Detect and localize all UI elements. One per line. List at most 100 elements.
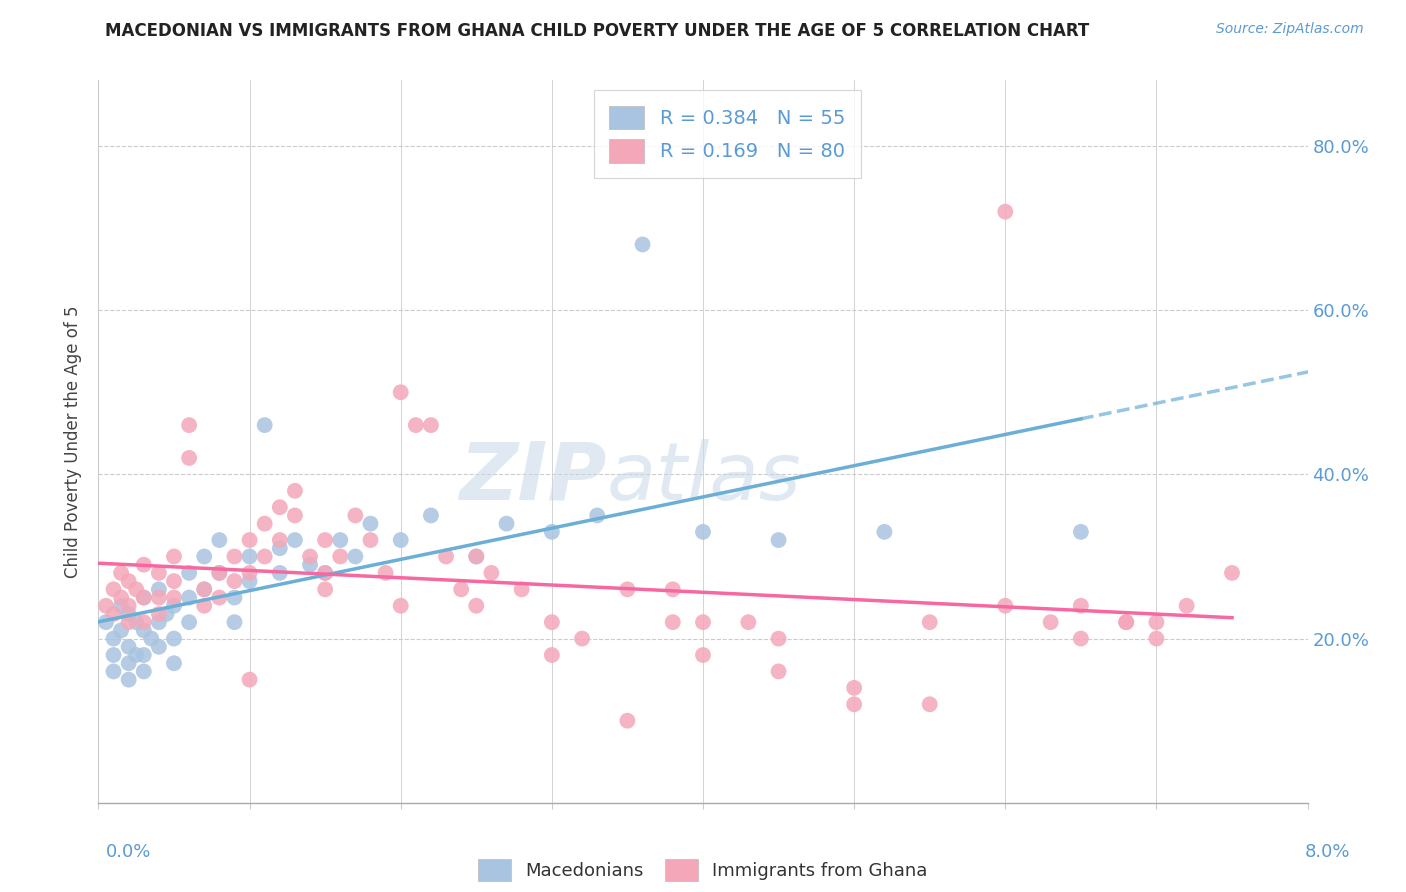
Point: [224, 549, 246, 564]
Point: [692, 648, 714, 662]
Point: [465, 599, 488, 613]
Point: [208, 533, 231, 547]
Point: [94, 615, 117, 630]
Point: [994, 204, 1017, 219]
Point: [163, 591, 186, 605]
Point: [118, 657, 141, 671]
Point: [434, 549, 457, 564]
Legend: Macedonians, Immigrants from Ghana: Macedonians, Immigrants from Ghana: [471, 852, 935, 888]
Point: [737, 615, 759, 630]
Point: [360, 533, 382, 547]
Point: [110, 566, 132, 580]
Point: [420, 418, 443, 433]
Point: [118, 574, 141, 588]
Point: [465, 549, 488, 564]
Point: [269, 541, 291, 556]
Point: [420, 508, 443, 523]
Point: [125, 648, 148, 662]
Point: [239, 549, 262, 564]
Point: [224, 574, 246, 588]
Point: [132, 615, 155, 630]
Point: [163, 632, 186, 646]
Point: [269, 566, 291, 580]
Point: [329, 549, 352, 564]
Point: [163, 549, 186, 564]
Point: [155, 607, 177, 621]
Point: [1146, 632, 1168, 646]
Point: [571, 632, 593, 646]
Text: MACEDONIAN VS IMMIGRANTS FROM GHANA CHILD POVERTY UNDER THE AGE OF 5 CORRELATION: MACEDONIAN VS IMMIGRANTS FROM GHANA CHIL…: [105, 22, 1090, 40]
Point: [389, 533, 412, 547]
Point: [103, 607, 125, 621]
Point: [148, 582, 170, 597]
Point: [163, 657, 186, 671]
Point: [299, 558, 322, 572]
Point: [163, 599, 186, 613]
Point: [103, 665, 125, 679]
Point: [540, 648, 562, 662]
Point: [193, 549, 215, 564]
Point: [179, 615, 201, 630]
Point: [1070, 632, 1092, 646]
Point: [284, 508, 307, 523]
Point: [110, 599, 132, 613]
Point: [179, 450, 201, 465]
Point: [224, 591, 246, 605]
Point: [314, 566, 336, 580]
Point: [163, 574, 186, 588]
Point: [148, 615, 170, 630]
Point: [661, 615, 683, 630]
Point: [329, 533, 352, 547]
Point: [132, 591, 155, 605]
Point: [844, 698, 866, 712]
Point: [481, 566, 503, 580]
Point: [103, 632, 125, 646]
Text: ZIP: ZIP: [458, 439, 606, 516]
Point: [118, 599, 141, 613]
Point: [269, 500, 291, 515]
Point: [208, 591, 231, 605]
Point: [495, 516, 517, 531]
Point: [314, 566, 336, 580]
Point: [179, 418, 201, 433]
Point: [284, 483, 307, 498]
Point: [253, 549, 276, 564]
Point: [1070, 599, 1092, 613]
Point: [344, 508, 367, 523]
Point: [1220, 566, 1243, 580]
Point: [994, 599, 1017, 613]
Point: [132, 591, 155, 605]
Point: [918, 615, 941, 630]
Point: [148, 607, 170, 621]
Point: [631, 237, 654, 252]
Point: [103, 648, 125, 662]
Point: [692, 615, 714, 630]
Point: [1146, 615, 1168, 630]
Point: [193, 582, 215, 597]
Point: [918, 698, 941, 712]
Point: [1115, 615, 1137, 630]
Point: [132, 665, 155, 679]
Point: [768, 632, 790, 646]
Point: [103, 582, 125, 597]
Point: [510, 582, 533, 597]
Point: [148, 640, 170, 654]
Text: Source: ZipAtlas.com: Source: ZipAtlas.com: [1216, 22, 1364, 37]
Text: atlas: atlas: [606, 439, 801, 516]
Point: [1175, 599, 1198, 613]
Point: [314, 533, 336, 547]
Point: [125, 615, 148, 630]
Point: [873, 524, 896, 539]
Point: [374, 566, 396, 580]
Point: [299, 549, 322, 564]
Point: [208, 566, 231, 580]
Text: 0.0%: 0.0%: [105, 843, 150, 861]
Point: [450, 582, 472, 597]
Point: [118, 607, 141, 621]
Point: [110, 624, 132, 638]
Point: [132, 648, 155, 662]
Point: [692, 524, 714, 539]
Point: [616, 714, 638, 728]
Point: [465, 549, 488, 564]
Point: [586, 508, 609, 523]
